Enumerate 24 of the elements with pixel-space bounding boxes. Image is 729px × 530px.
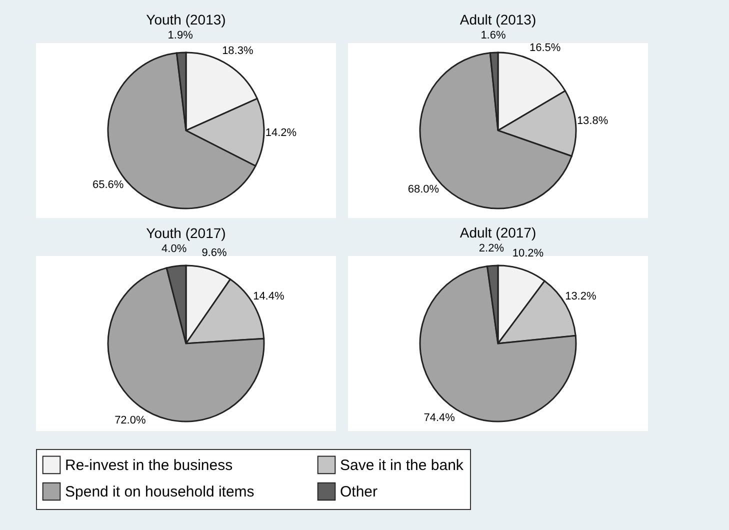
chart-title: Adult (2017) xyxy=(460,224,536,241)
data-label: 13.8% xyxy=(576,115,608,128)
data-label: 10.2% xyxy=(512,247,544,260)
data-label: 2.2% xyxy=(478,242,504,255)
legend-label: Save it in the bank xyxy=(340,456,464,474)
data-label: 74.4% xyxy=(424,412,456,424)
data-label: 1.9% xyxy=(168,30,194,42)
data-label: 1.6% xyxy=(480,30,506,42)
data-label: 9.6% xyxy=(202,246,227,259)
data-label: 4.0% xyxy=(162,243,187,256)
data-label: 16.5% xyxy=(530,42,561,54)
data-label: 13.2% xyxy=(565,290,596,303)
data-label: 18.3% xyxy=(222,44,254,57)
data-label: 72.0% xyxy=(114,414,146,426)
data-label: 14.4% xyxy=(253,290,284,303)
legend-label: Spend it on household items xyxy=(65,484,254,500)
legend-label: Other xyxy=(340,484,378,500)
chart-title: Adult (2013) xyxy=(460,12,536,28)
data-label: 68.0% xyxy=(408,183,440,196)
chart-title: Youth (2017) xyxy=(146,225,226,242)
data-label: 65.6% xyxy=(92,178,124,191)
legend-label: Re-invest in the business xyxy=(65,456,233,474)
chart-title: Youth (2013) xyxy=(146,12,226,28)
data-label: 14.2% xyxy=(265,126,297,139)
